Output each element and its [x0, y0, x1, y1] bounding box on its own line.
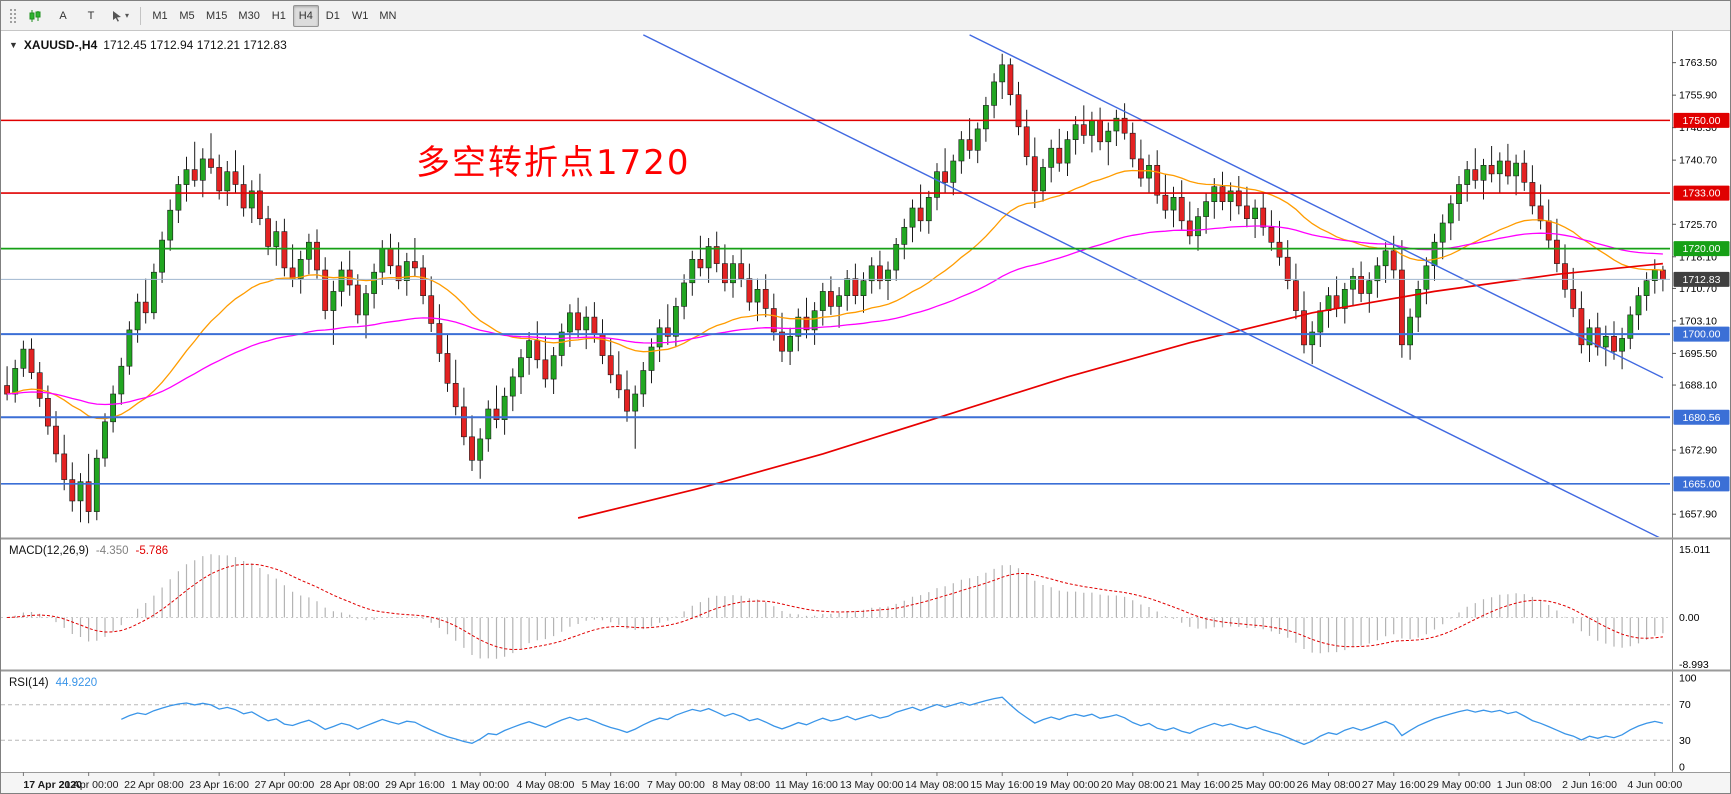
- svg-text:1665.00: 1665.00: [1683, 478, 1721, 490]
- timeframe-button-h1[interactable]: H1: [266, 5, 292, 27]
- svg-text:4 May 08:00: 4 May 08:00: [517, 779, 575, 791]
- svg-text:29 Apr 16:00: 29 Apr 16:00: [385, 779, 445, 791]
- svg-text:1 Jun 08:00: 1 Jun 08:00: [1497, 779, 1552, 791]
- timeframe-button-h4[interactable]: H4: [292, 4, 319, 27]
- toolbar: A T ▾ M1 M5 M15 M30 H1 H4 D1 W1 MN: [1, 1, 1730, 31]
- svg-text:20 May 08:00: 20 May 08:00: [1101, 779, 1165, 791]
- macd-panel: [1, 554, 1670, 659]
- time-axis[interactable]: [1, 772, 1730, 793]
- svg-text:1755.90: 1755.90: [1679, 90, 1717, 102]
- svg-text:19 May 00:00: 19 May 00:00: [1036, 779, 1100, 791]
- drawing-tools-button[interactable]: ▾: [106, 5, 134, 27]
- price-panel: [1, 34, 1670, 537]
- collapse-triangle-icon[interactable]: ▼: [9, 40, 18, 50]
- axes: 1763.501755.901748.301740.701725.701718.…: [1, 31, 1730, 774]
- svg-text:1725.70: 1725.70: [1679, 219, 1717, 231]
- svg-text:1 May 00:00: 1 May 00:00: [451, 779, 509, 791]
- svg-text:7 May 00:00: 7 May 00:00: [647, 779, 705, 791]
- svg-text:23 Apr 16:00: 23 Apr 16:00: [189, 779, 249, 791]
- svg-text:0: 0: [1679, 762, 1685, 774]
- svg-text:15.011: 15.011: [1679, 544, 1710, 556]
- price-axis[interactable]: [1672, 31, 1730, 772]
- timeframe-button-d1[interactable]: D1: [320, 5, 346, 27]
- svg-text:70: 70: [1679, 699, 1691, 711]
- chevron-down-icon: ▾: [125, 11, 130, 20]
- svg-text:100: 100: [1679, 673, 1697, 685]
- svg-text:1680.56: 1680.56: [1683, 412, 1721, 424]
- svg-text:17 Apr 2020: 17 Apr 2020: [23, 779, 82, 791]
- toolbar-drag-handle[interactable]: [8, 6, 17, 25]
- svg-text:1712.83: 1712.83: [1683, 274, 1721, 286]
- svg-text:11 May 16:00: 11 May 16:00: [775, 779, 838, 791]
- svg-text:21 Apr 00:00: 21 Apr 00:00: [59, 779, 119, 791]
- timeframe-button-m15[interactable]: M15: [201, 5, 232, 27]
- timeframe-toolbar: M1 M5 M15 M30 H1 H4 D1 W1 MN: [147, 4, 401, 27]
- svg-text:1703.10: 1703.10: [1679, 315, 1717, 327]
- timeframe-button-mn[interactable]: MN: [374, 5, 401, 27]
- rsi-panel-splitter[interactable]: [1, 668, 1730, 674]
- svg-text:1672.90: 1672.90: [1679, 445, 1717, 457]
- macd-histogram: [14, 554, 1664, 659]
- timeframe-button-m5[interactable]: M5: [174, 5, 200, 27]
- trendline: [643, 34, 1660, 537]
- svg-text:13 May 00:00: 13 May 00:00: [840, 779, 904, 791]
- svg-text:5 May 16:00: 5 May 16:00: [582, 779, 640, 791]
- svg-text:22 Apr 08:00: 22 Apr 08:00: [124, 779, 184, 791]
- timeframe-button-m30[interactable]: M30: [233, 5, 264, 27]
- trendline: [969, 34, 1664, 379]
- svg-text:1740.70: 1740.70: [1679, 155, 1717, 167]
- chart-annotation[interactable]: 多空转折点1720: [416, 143, 691, 183]
- macd-panel-splitter[interactable]: [1, 536, 1730, 542]
- toolbar-separator: [140, 6, 142, 25]
- svg-text:30: 30: [1679, 735, 1691, 747]
- text-tool-button[interactable]: T: [78, 5, 104, 27]
- svg-text:1733.00: 1733.00: [1683, 188, 1721, 200]
- svg-text:4 Jun 00:00: 4 Jun 00:00: [1627, 779, 1682, 791]
- svg-text:1688.10: 1688.10: [1679, 380, 1717, 392]
- svg-text:27 Apr 00:00: 27 Apr 00:00: [255, 779, 315, 791]
- candle-bodies: [4, 64, 1666, 512]
- svg-text:29 May 00:00: 29 May 00:00: [1427, 779, 1491, 791]
- svg-text:27 May 16:00: 27 May 16:00: [1362, 779, 1426, 791]
- timeframe-button-m1[interactable]: M1: [147, 5, 173, 27]
- svg-text:1700.00: 1700.00: [1683, 329, 1721, 341]
- svg-text:26 May 08:00: 26 May 08:00: [1297, 779, 1361, 791]
- svg-text:1695.50: 1695.50: [1679, 348, 1717, 360]
- svg-text:-8.993: -8.993: [1679, 659, 1709, 671]
- svg-text:1657.90: 1657.90: [1679, 509, 1717, 521]
- svg-text:2 Jun 16:00: 2 Jun 16:00: [1562, 779, 1617, 791]
- cursor-icon: [113, 10, 121, 22]
- svg-text:28 Apr 08:00: 28 Apr 08:00: [320, 779, 380, 791]
- svg-text:1750.00: 1750.00: [1683, 115, 1721, 127]
- timeframe-button-w1[interactable]: W1: [347, 5, 374, 27]
- svg-text:25 May 00:00: 25 May 00:00: [1231, 779, 1295, 791]
- svg-text:15 May 16:00: 15 May 16:00: [970, 779, 1034, 791]
- rsi-panel: [1, 696, 1670, 746]
- svg-text:8 May 08:00: 8 May 08:00: [712, 779, 770, 791]
- svg-text:14 May 08:00: 14 May 08:00: [905, 779, 969, 791]
- chart-tool-button[interactable]: [22, 5, 48, 27]
- svg-text:21 May 16:00: 21 May 16:00: [1166, 779, 1230, 791]
- svg-text:1763.50: 1763.50: [1679, 57, 1717, 69]
- svg-text:1720.00: 1720.00: [1683, 243, 1721, 255]
- arrow-style-button[interactable]: A: [50, 5, 76, 27]
- candlestick-chart-icon: [29, 9, 41, 22]
- svg-text:0.00: 0.00: [1679, 612, 1700, 624]
